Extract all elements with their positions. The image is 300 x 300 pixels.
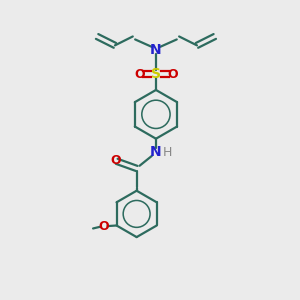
Text: H: H <box>163 146 172 159</box>
Text: O: O <box>134 68 145 81</box>
Text: O: O <box>99 220 110 232</box>
Text: O: O <box>167 68 178 81</box>
Text: O: O <box>110 154 121 167</box>
Text: N: N <box>150 44 162 57</box>
Text: N: N <box>150 146 162 159</box>
Text: S: S <box>151 67 161 81</box>
